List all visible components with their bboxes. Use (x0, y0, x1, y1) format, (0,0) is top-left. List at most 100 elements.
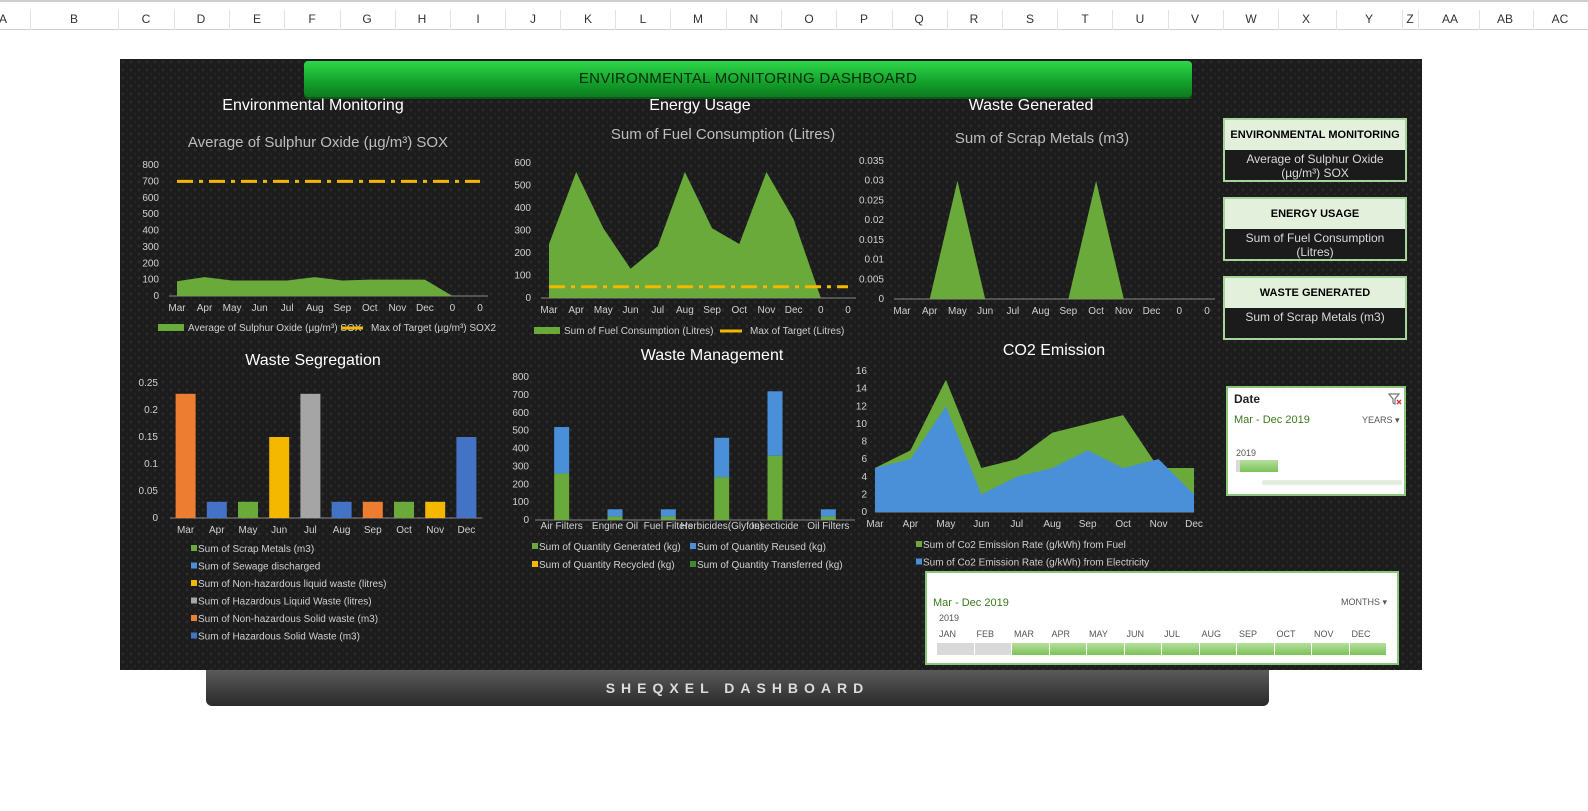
column-header[interactable]: AB (1496, 12, 1514, 26)
column-separator (395, 10, 396, 30)
x-tick-label: Apr (922, 306, 938, 317)
x-tick-label: Nov (388, 303, 406, 314)
column-separator (1402, 10, 1403, 30)
y-tick-label: 0.25 (139, 378, 159, 389)
column-header[interactable]: O (804, 12, 814, 26)
column-header[interactable]: F (308, 12, 316, 26)
column-header[interactable]: I (476, 12, 480, 26)
month-bar[interactable] (1237, 643, 1274, 655)
column-header[interactable]: J (530, 12, 536, 26)
column-header[interactable]: C (141, 12, 151, 26)
slicer-mode-dropdown[interactable]: YEARS ▾ (1362, 415, 1400, 425)
month-bar[interactable] (1312, 643, 1349, 655)
x-tick-label: May (223, 303, 242, 314)
section-title-co2-emission: CO2 Emission (1002, 342, 1106, 359)
column-header[interactable]: Q (914, 12, 924, 26)
month-bar[interactable] (1274, 643, 1311, 655)
y-tick-label: 10 (856, 419, 868, 430)
x-tick-label: Mar (177, 525, 195, 536)
column-header[interactable]: T (1081, 12, 1089, 26)
column-separator (781, 10, 782, 30)
month-bar[interactable] (1349, 643, 1386, 655)
kpi-head: ENVIRONMENTAL MONITORING (1225, 120, 1405, 150)
column-header[interactable]: AC (1551, 12, 1569, 26)
column-header[interactable]: X (1301, 12, 1311, 26)
legend-swatch (158, 324, 184, 331)
column-header[interactable]: S (1025, 12, 1035, 26)
column-header[interactable]: U (1135, 12, 1145, 26)
x-tick-label: Aug (1032, 306, 1050, 317)
y-tick-label: 0 (525, 293, 531, 304)
x-tick-label: Sep (1079, 519, 1097, 530)
column-separator (1278, 10, 1279, 30)
slicer-scrollbar[interactable] (1262, 480, 1402, 485)
legend-label: Sum of Quantity Transferred (kg) (697, 560, 843, 571)
slicer-mode-dropdown[interactable]: MONTHS ▾ (1341, 597, 1388, 607)
kpi-card-waste-generated[interactable]: WASTE GENERATED Sum of Scrap Metals (m3) (1223, 276, 1407, 340)
column-header[interactable]: P (859, 12, 869, 26)
column-header[interactable]: N (749, 12, 759, 26)
kpi-head: WASTE GENERATED (1225, 278, 1405, 308)
x-tick-label: 0 (1176, 306, 1182, 317)
column-header[interactable]: Z (1406, 12, 1414, 26)
y-tick-label: 0 (878, 294, 884, 305)
column-separator (450, 10, 451, 30)
column-header[interactable]: A (0, 12, 8, 26)
month-bar[interactable] (1199, 643, 1236, 655)
kpi-card-energy-usage[interactable]: ENERGY USAGE Sum of Fuel Consumption (Li… (1223, 197, 1407, 261)
bar (394, 501, 414, 518)
column-header[interactable]: W (1245, 12, 1257, 26)
x-tick-label: Apr (197, 303, 213, 314)
slicer-mode-label: YEARS (1362, 415, 1393, 425)
y-tick-label: 16 (856, 366, 868, 377)
column-separator (118, 10, 119, 30)
legend-swatch (534, 327, 560, 334)
x-tick-label: Nov (1150, 519, 1168, 530)
column-header[interactable]: H (417, 12, 427, 26)
legend-swatch (191, 580, 197, 586)
y-tick-label: 4 (861, 472, 867, 483)
column-header[interactable]: B (69, 12, 79, 26)
x-tick-label: Nov (1115, 306, 1133, 317)
column-header[interactable]: E (252, 12, 262, 26)
column-separator (1533, 10, 1534, 30)
x-tick-label: May (948, 306, 967, 317)
x-tick-label: Mar (540, 305, 558, 316)
y-tick-label: 300 (514, 226, 531, 237)
month-label: JUL (1164, 629, 1181, 639)
legend-label: Sum of Co2 Emission Rate (g/kWh) from El… (923, 558, 1149, 569)
month-bar[interactable] (1049, 643, 1086, 655)
column-header[interactable]: K (583, 12, 593, 26)
column-header[interactable]: AA (1441, 12, 1459, 26)
month-bar[interactable] (1012, 643, 1049, 655)
month-label: DEC (1351, 629, 1371, 639)
column-header[interactable]: G (362, 12, 372, 26)
column-header[interactable]: R (969, 12, 979, 26)
slicer-title: Date (1234, 392, 1261, 406)
column-header[interactable]: Y (1364, 12, 1374, 26)
date-slicer-years[interactable]: Date Mar - Dec 2019 YEARS ▾ 2019 (1226, 386, 1406, 496)
y-tick-label: 0.03 (865, 176, 885, 187)
legend-label: Max of Target (µg/m³) SOX2 (371, 323, 496, 334)
kpi-card-env-monitoring[interactable]: ENVIRONMENTAL MONITORING Average of Sulp… (1223, 118, 1407, 182)
column-header[interactable]: D (196, 12, 206, 26)
column-header[interactable]: M (693, 12, 703, 26)
month-label: OCT (1276, 629, 1296, 639)
column-separator (1418, 10, 1419, 30)
date-slicer-months[interactable]: Mar - Dec 2019 MONTHS ▾ 2019 JAN FEB MAR AP… (925, 571, 1399, 665)
bar (425, 501, 446, 518)
month-bar[interactable] (1162, 643, 1199, 655)
y-tick-label: 600 (142, 193, 159, 204)
bar (238, 501, 258, 518)
column-header[interactable]: V (1190, 12, 1200, 26)
x-tick-label: Oct (362, 303, 378, 314)
x-tick-label: Jun (252, 303, 268, 314)
stacked-bar-segment (820, 516, 836, 520)
month-bar[interactable] (1124, 643, 1161, 655)
year-2019-bar[interactable] (1236, 460, 1278, 472)
month-bar[interactable] (1087, 643, 1124, 655)
clear-filter-icon[interactable] (1388, 392, 1402, 406)
month-bar[interactable] (937, 643, 974, 655)
month-bar[interactable] (974, 643, 1011, 655)
column-header[interactable]: L (639, 12, 647, 26)
